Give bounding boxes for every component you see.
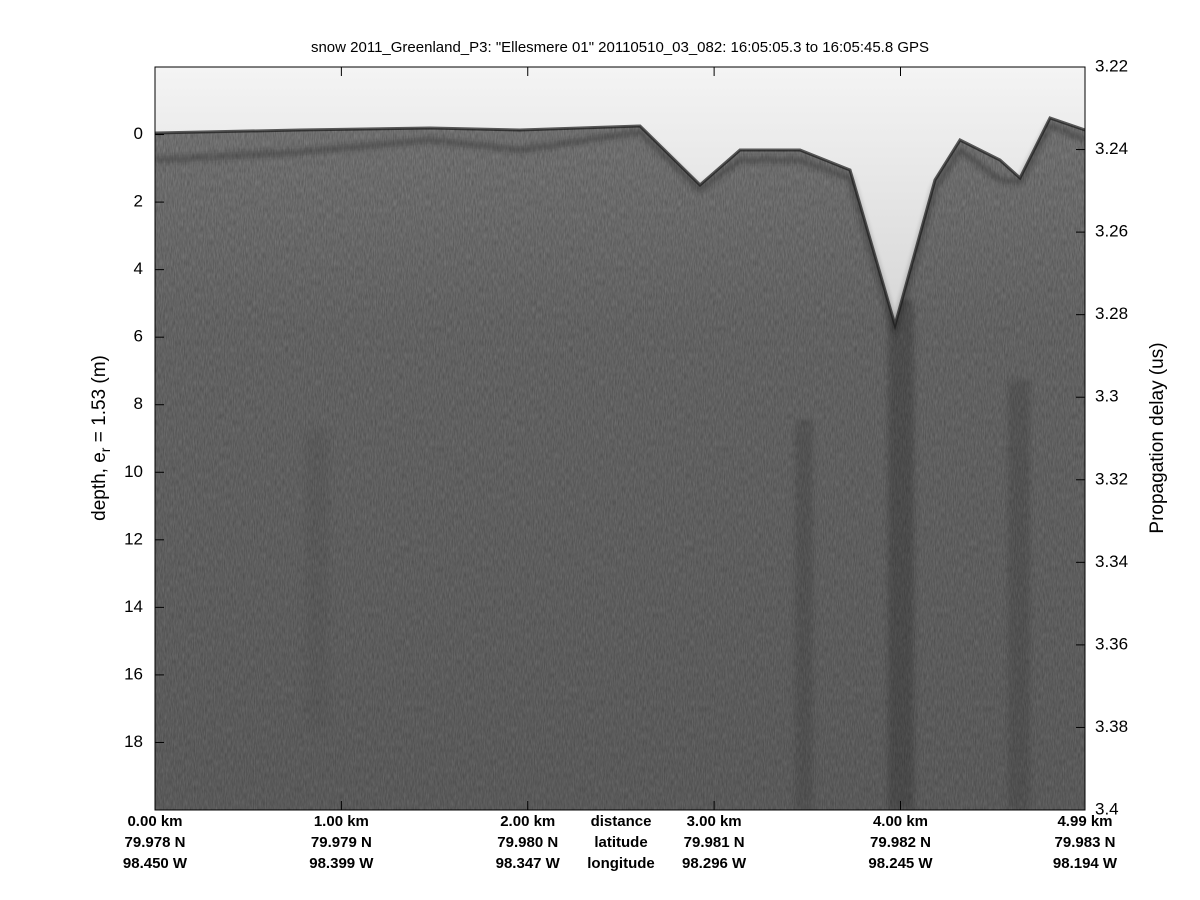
- longitude-label: 98.245 W: [868, 855, 933, 872]
- y-tick-label: 18: [124, 732, 143, 751]
- x-tick-label: 0.00 km: [127, 813, 182, 830]
- latitude-label: 79.983 N: [1055, 834, 1116, 851]
- latitude-label: 79.980 N: [497, 834, 558, 851]
- latitude-label: 79.982 N: [870, 834, 931, 851]
- y-tick-label: 6: [134, 327, 143, 346]
- chart-title: snow 2011_Greenland_P3: "Ellesmere 01" 2…: [311, 39, 929, 56]
- x-tick-label: 2.00 km: [500, 813, 555, 830]
- x-tick-label: 1.00 km: [314, 813, 369, 830]
- y-label-part: depth, e: [89, 452, 110, 521]
- y2-tick-label: 3.36: [1095, 634, 1128, 653]
- y2-axis-label: Propagation delay (us): [1147, 342, 1168, 533]
- longitude-label: 98.296 W: [682, 855, 747, 872]
- y-tick-label: 8: [134, 394, 143, 413]
- y2-tick-label: 3.34: [1095, 552, 1128, 571]
- y2-tick-label: 3.28: [1095, 304, 1128, 323]
- y2-tick-label: 3.24: [1095, 139, 1128, 158]
- y-label-part: = 1.53 (m): [89, 355, 110, 447]
- longitude-label: 98.399 W: [309, 855, 374, 872]
- longitude-label: 98.194 W: [1053, 855, 1118, 872]
- row-label: latitude: [594, 834, 647, 851]
- longitude-label: 98.450 W: [123, 855, 188, 872]
- latitude-label: 79.978 N: [125, 834, 186, 851]
- y-tick-label: 16: [124, 664, 143, 683]
- y2-tick-label: 3.3: [1095, 387, 1119, 406]
- echogram-image: [155, 67, 1085, 810]
- y2-tick-label: 3.26: [1095, 222, 1128, 241]
- y2-tick-label: 3.32: [1095, 469, 1128, 488]
- y-tick-label: 14: [124, 597, 143, 616]
- y-tick-label: 10: [124, 462, 143, 481]
- y-tick-label: 2: [134, 192, 143, 211]
- row-label: longitude: [587, 855, 655, 872]
- y-tick-label: 4: [134, 259, 143, 278]
- y2-tick-label: 3.4: [1095, 799, 1119, 818]
- y-tick-label: 0: [134, 124, 143, 143]
- x-tick-label: 3.00 km: [687, 813, 742, 830]
- x-tick-label: 4.99 km: [1057, 813, 1112, 830]
- y-axis-label: depth, er = 1.53 (m): [89, 355, 113, 521]
- y-label-subscript: r: [97, 447, 113, 452]
- y-tick-label: 12: [124, 529, 143, 548]
- row-label: distance: [591, 813, 652, 830]
- y2-tick-label: 3.38: [1095, 717, 1128, 736]
- plot-frame: [154, 66, 1086, 811]
- y2-tick-label: 3.22: [1095, 56, 1128, 75]
- longitude-label: 98.347 W: [496, 855, 561, 872]
- latitude-label: 79.979 N: [311, 834, 372, 851]
- latitude-label: 79.981 N: [684, 834, 745, 851]
- x-tick-label: 4.00 km: [873, 813, 928, 830]
